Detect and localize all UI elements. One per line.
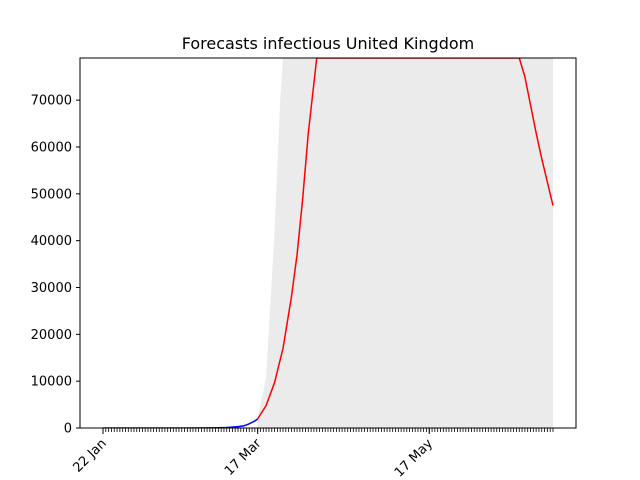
y-tick-label: 60000 xyxy=(31,140,72,155)
observed-line xyxy=(103,418,259,428)
y-tick-label: 30000 xyxy=(31,281,72,296)
x-tick-label: 17 Mar xyxy=(222,436,265,479)
x-axis: 22 Jan 17 Mar 17 May xyxy=(70,428,554,480)
y-tick-label: 50000 xyxy=(31,187,72,202)
x-tick-label: 22 Jan xyxy=(70,436,109,475)
y-tick-label: 40000 xyxy=(31,234,72,249)
forecast-line xyxy=(257,58,554,420)
y-tick-label: 20000 xyxy=(31,328,72,343)
plot-area xyxy=(103,58,554,428)
chart-title: Forecasts infectious United Kingdom xyxy=(182,34,474,53)
plot-series-group xyxy=(103,58,554,428)
prediction-interval-band xyxy=(257,58,553,428)
y-axis: 0 10000 20000 30000 40000 50000 60000 70000 xyxy=(31,94,80,437)
y-tick-label: 70000 xyxy=(31,94,72,109)
y-tick-label: 10000 xyxy=(31,375,72,390)
x-tick-label: 17 May xyxy=(392,436,436,480)
y-tick-label: 0 xyxy=(64,422,72,437)
